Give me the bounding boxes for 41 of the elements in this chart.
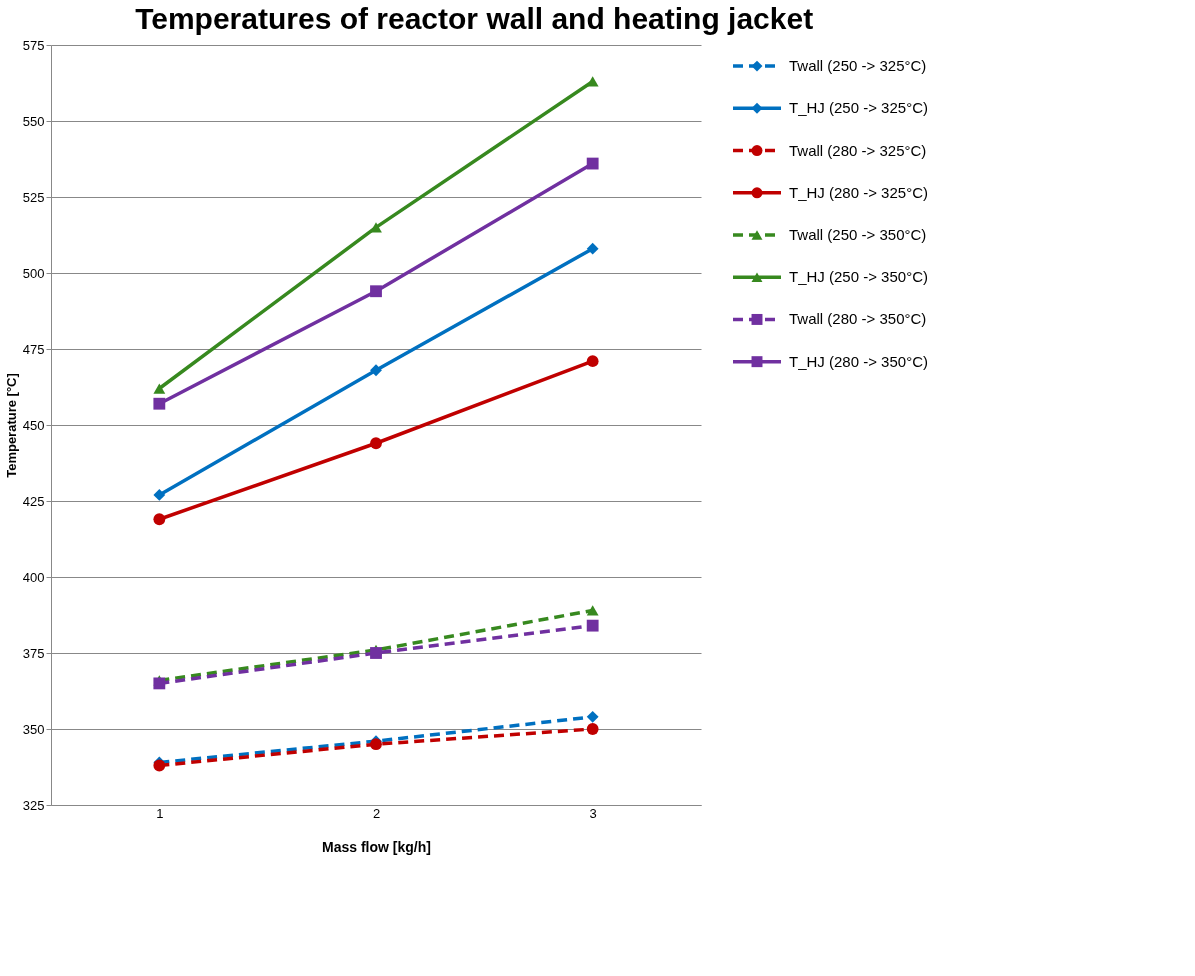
x-axis-title: Mass flow [kg/h] [322, 838, 431, 855]
point [153, 677, 166, 690]
y-tick-label: 350 [22, 721, 45, 737]
legend-label: T_HJ (280 -> 350°C) [789, 352, 928, 370]
point [153, 489, 166, 501]
y-tick-label: 550 [22, 113, 45, 129]
point [586, 710, 599, 723]
legend-label: T_HJ (250 -> 350°C) [789, 268, 928, 286]
point [370, 364, 382, 377]
legend-label: Twall (280 -> 350°C) [789, 310, 927, 328]
point [370, 222, 382, 233]
legend-label: Twall (250 -> 350°C) [789, 226, 927, 243]
y-tick-label: 500 [22, 265, 45, 281]
y-tick-label: 475 [22, 341, 45, 357]
x-tick-label: 2 [372, 805, 381, 821]
point [370, 285, 382, 298]
legend-label: Twall (280 -> 325°C) [789, 141, 927, 159]
y-tick-label: 375 [22, 645, 45, 661]
point [586, 619, 599, 632]
point [586, 355, 599, 368]
y-tick-label: 525 [22, 189, 45, 205]
point [153, 513, 166, 526]
x-tick-label: 1 [156, 805, 164, 821]
y-tick-label: 425 [22, 493, 45, 509]
y-tick-label: 325 [22, 797, 45, 813]
point [586, 157, 599, 170]
point [153, 397, 166, 410]
legend-label: Twall (250 -> 325°C) [789, 57, 927, 75]
x-tick-label: 3 [589, 805, 597, 821]
point [586, 723, 599, 735]
chart-title: Temperatures of reactor wall and heating jacket [135, 2, 814, 35]
y-tick-label: 575 [22, 37, 45, 53]
legend-label: T_HJ (250 -> 325°C) [789, 99, 928, 117]
y-axis-title: Temperature [°C] [3, 373, 19, 478]
point [586, 605, 599, 616]
point [586, 242, 599, 255]
y-tick-label: 450 [22, 417, 45, 433]
legend-label: T_HJ (280 -> 325°C) [789, 183, 928, 201]
point [370, 437, 382, 450]
point [153, 383, 166, 394]
y-tick-label: 400 [22, 569, 45, 585]
